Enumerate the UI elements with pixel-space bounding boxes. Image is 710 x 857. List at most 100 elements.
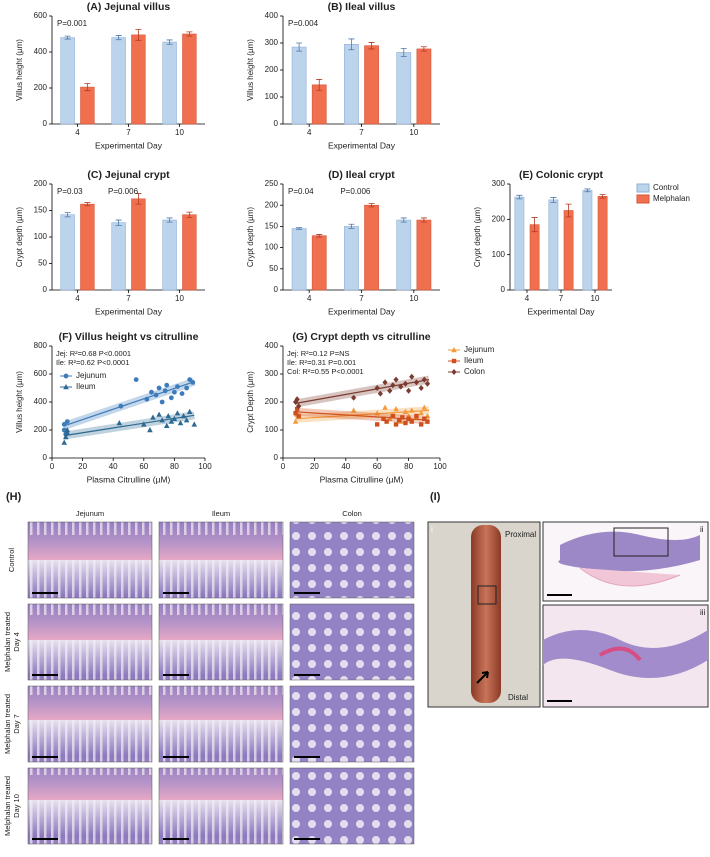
y-tick-label: 0 [274,119,279,128]
chart-title: (C) Jejunal crypt [87,169,170,181]
point [296,413,301,419]
point [402,380,409,387]
gross-panel: (I) i Proximal Distal ii iii [427,491,709,708]
micrograph [289,685,415,763]
annotation: Jej: R²=0.12 P=NS [287,349,350,358]
y-tick-label: 200 [34,425,48,434]
point [179,391,185,396]
legend-marker [63,384,69,390]
micrograph [289,767,415,845]
point [141,421,147,427]
row-label-line: Day 10 [12,794,21,818]
point [171,415,178,421]
point [382,404,388,410]
micrograph [158,521,284,599]
subpanel-label: i [431,525,433,534]
annotation: P=0.006 [340,187,371,196]
legend-marker [451,347,457,353]
annotation: P=0.03 [57,187,83,196]
y-tick-label: 0 [43,453,48,462]
row-label: Melphalan treatedDay 10 [3,776,21,836]
legend-label: Jejunum [76,371,107,380]
legend-label: Jejunum [464,345,495,354]
error-bar [368,42,375,50]
error-bar [420,217,427,223]
error-bar [64,35,71,40]
fit-line [64,381,195,427]
y-axis-label: Crypt Depth (µm) [246,371,255,433]
point [164,382,170,388]
x-axis-label: Experimental Day [328,140,396,150]
micrograph [158,685,284,763]
micrograph [27,685,153,763]
point [61,439,68,445]
point [183,417,190,423]
bar [582,190,593,291]
bar [60,214,75,291]
y-tick-label: 50 [269,264,278,273]
point [402,408,409,414]
column-label: Jejunum [76,509,104,518]
y-tick-label: 200 [492,214,506,223]
y-tick-label: 0 [274,453,279,462]
subpanel-label: ii [700,525,704,534]
bar [416,219,432,291]
y-tick-label: 0 [501,285,506,294]
arrow [476,671,489,684]
error-bar [296,42,303,52]
y-tick-label: 150 [34,206,48,215]
error-bar [166,217,173,223]
legend-marker [63,373,69,379]
y-axis-label: Villus height (µm) [246,39,255,101]
error-bar [84,202,91,207]
point [187,377,193,382]
x-tick-label: 100 [198,462,212,471]
point [398,383,404,390]
y-tick-label: 100 [265,243,279,252]
point [294,396,300,403]
bar [111,222,126,291]
y-tick-label: 100 [492,250,506,259]
point [149,389,154,395]
zoom-box [613,527,669,557]
point [406,416,411,421]
x-tick-label: 10 [175,128,184,137]
error-bar [115,219,122,226]
point [425,419,430,424]
annotation: Jej: R²=0.68 P<0.0001 [56,349,131,358]
x-tick-label: 60 [373,462,382,471]
tissue [579,567,681,587]
y-axis-label: Villus height (µm) [15,371,24,433]
y-tick-label: 100 [265,425,279,434]
bar [162,41,177,125]
bar [396,52,412,125]
point [159,399,165,405]
error-bar [64,212,71,218]
bar [182,214,197,291]
bar [162,219,177,291]
bar [291,46,307,125]
point [390,382,396,389]
point [150,414,156,420]
y-tick-label: 0 [274,285,279,294]
point [422,416,427,421]
y-tick-label: 400 [265,341,279,350]
point [191,421,198,427]
point [61,422,67,427]
x-tick-label: 10 [175,294,184,303]
point [375,422,380,427]
annotation: P=0.001 [57,19,88,28]
histology-panel: (H) Jejunum Ileum Colon Control Melphalan tr… [3,491,415,845]
annotation: P=0.004 [288,19,319,28]
bar [548,199,559,291]
column-label: Colon [342,509,362,518]
error-bar [166,39,173,45]
point [374,410,380,416]
legend-label: Ileum [76,382,96,391]
tissue [598,646,642,662]
point [292,418,299,424]
x-tick-label: 7 [126,294,131,303]
panel-label: (I) [430,491,441,503]
chart-title: (D) Ileal crypt [328,169,395,181]
